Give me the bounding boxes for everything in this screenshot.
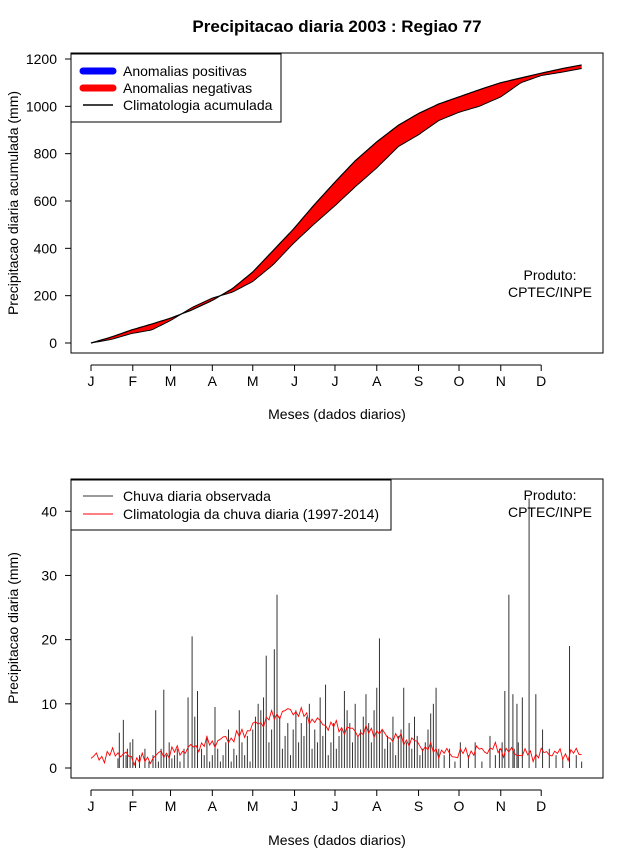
bottom-x-tick-label: J: [291, 798, 298, 814]
top-x-tick-label: J: [88, 373, 95, 389]
top-y-tick-label: 200: [34, 288, 58, 304]
bottom-annotation-line1: Produto:: [524, 487, 577, 503]
bottom-y-tick-label: 20: [41, 632, 57, 648]
top-x-tick-label: M: [165, 373, 177, 389]
bottom-x-tick-label: J: [331, 798, 338, 814]
top-x-tick-label: M: [247, 373, 259, 389]
bottom-x-tick-label: A: [208, 798, 218, 814]
bottom-x-tick-label: J: [88, 798, 95, 814]
top-y-tick-label: 400: [34, 240, 58, 256]
top-annotation-line2: CPTEC/INPE: [508, 284, 592, 300]
top-y-tick-label: 800: [34, 146, 58, 162]
bottom-x-axis-label: Meses (dados diarios): [268, 832, 406, 848]
top-y-tick-label: 1200: [26, 51, 57, 67]
top-y-tick-label: 600: [34, 193, 58, 209]
top-x-tick-label: A: [208, 373, 218, 389]
bottom-y-tick-label: 10: [41, 696, 57, 712]
top-plot-frame: [70, 52, 604, 354]
legend-label-negative: Anomalias negativas: [123, 80, 252, 96]
bottom-legend: Chuva diaria observada Climatologia da c…: [70, 479, 392, 531]
top-x-tick-label: N: [496, 373, 506, 389]
bottom-x-tick-label: M: [165, 798, 177, 814]
top-plot-area: 0 200 400 600 800 1000 1200 J F M A M J J A S O N D: [26, 51, 604, 389]
climatology-cumulative-line: [90, 64, 582, 344]
top-x-tick-label: D: [536, 373, 546, 389]
top-legend: Anomalias positivas Anomalias negativas …: [70, 53, 282, 123]
legend-label-observed: Chuva diaria observada: [123, 488, 271, 504]
observed-cumulative-line: [90, 67, 582, 344]
bottom-x-tick-label: O: [454, 798, 465, 814]
chart-title: Precipitacao diaria 2003 : Regiao 77: [192, 17, 481, 36]
bottom-plot-frame: [70, 478, 604, 779]
top-x-tick-label: J: [291, 373, 298, 389]
top-y-axis-label: Precipitacao diaria acumulada (mm): [5, 91, 21, 315]
legend-label-climatology-daily: Climatologia da chuva diaria (1997-2014): [123, 506, 379, 522]
bottom-x-tick-label: M: [247, 798, 259, 814]
bottom-y-tick-label: 0: [49, 760, 57, 776]
top-x-tick-label: S: [414, 373, 423, 389]
top-x-tick-label: J: [331, 373, 338, 389]
bottom-y-tick-label: 30: [41, 567, 57, 583]
bottom-x-tick-label: F: [129, 798, 138, 814]
bottom-legend-box: [70, 479, 392, 531]
top-x-axis-label: Meses (dados diarios): [268, 406, 406, 422]
climatology-daily-line: [90, 706, 582, 767]
top-annotation-line1: Produto:: [524, 267, 577, 283]
legend-label-climatology: Climatologia acumulada: [123, 97, 273, 113]
top-y-tick-label: 0: [49, 335, 57, 351]
top-x-tick-label: F: [129, 373, 138, 389]
bottom-x-tick-label: S: [414, 798, 423, 814]
bottom-annotation-line2: CPTEC/INPE: [508, 504, 592, 520]
bottom-x-tick-label: N: [496, 798, 506, 814]
bottom-y-axis-label: Precipitacao diaria (mm): [5, 552, 21, 704]
bottom-x-tick-label: D: [536, 798, 546, 814]
legend-label-positive: Anomalias positivas: [123, 63, 247, 79]
bottom-y-tick-label: 40: [41, 503, 57, 519]
top-y-tick-label: 1000: [26, 98, 57, 114]
bottom-x-tick-label: A: [372, 798, 382, 814]
top-x-tick-label: O: [454, 373, 465, 389]
top-x-tick-label: A: [372, 373, 382, 389]
bottom-plot-area: 0 10 20 30 40 J F M A M J J A S O N D: [41, 478, 604, 814]
